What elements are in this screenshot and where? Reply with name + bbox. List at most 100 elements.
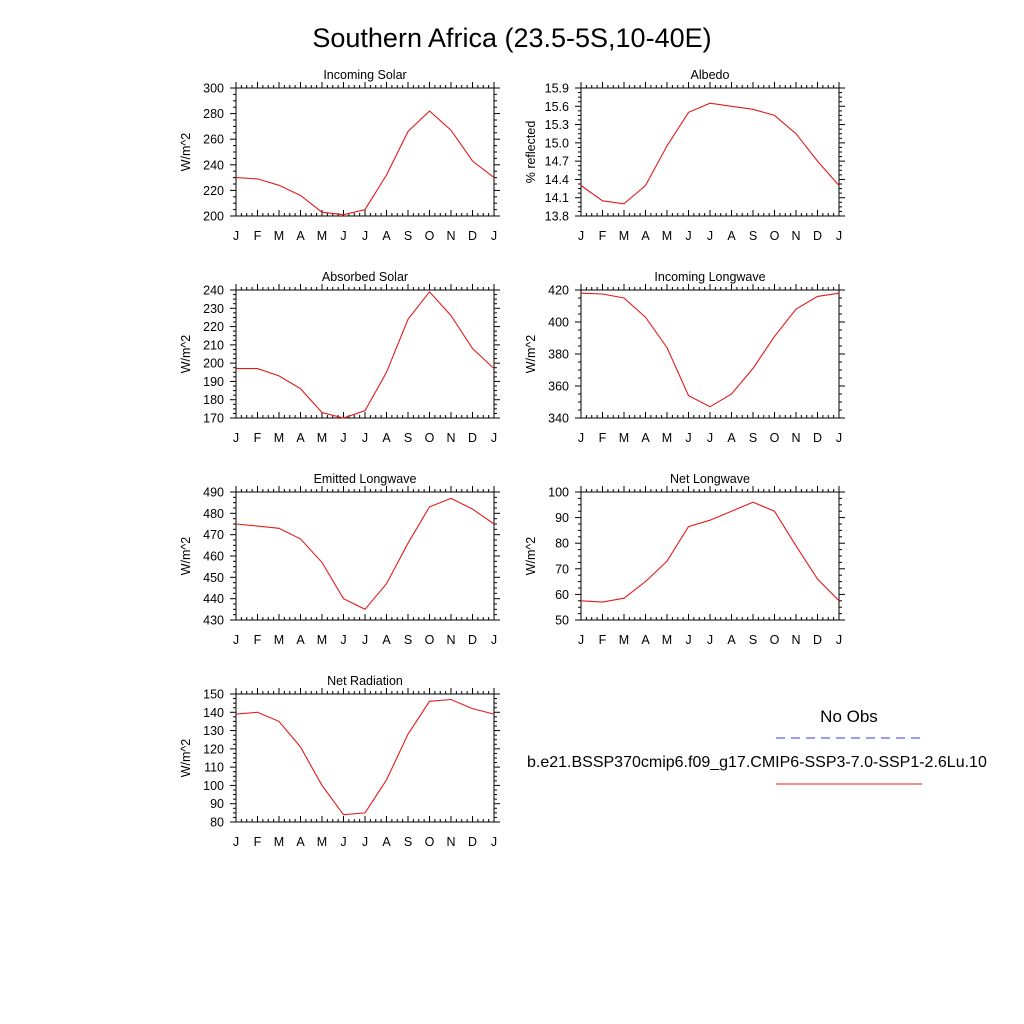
- x-tick-label: J: [362, 431, 368, 445]
- y-tick-label: 13.8: [545, 210, 569, 224]
- x-tick-label: J: [707, 633, 713, 647]
- x-tick-label: D: [468, 229, 477, 243]
- x-tick-label: N: [791, 229, 800, 243]
- legend: No Obs b.e21.BSSP370cmip6.f09_g17.CMIP6-…: [527, 707, 987, 785]
- x-tick-label: A: [296, 633, 305, 647]
- x-tick-label: J: [836, 431, 842, 445]
- y-tick-label: 420: [548, 284, 569, 298]
- x-tick-label: J: [491, 835, 497, 849]
- y-tick-label: 100: [203, 779, 224, 793]
- x-tick-label: D: [813, 229, 822, 243]
- y-tick-label: 14.7: [545, 155, 569, 169]
- x-tick-label: N: [446, 633, 455, 647]
- x-tick-label: A: [296, 835, 305, 849]
- x-tick-label: A: [727, 431, 736, 445]
- x-tick-label: O: [425, 431, 435, 445]
- y-tick-label: 80: [555, 537, 569, 551]
- x-tick-label: A: [641, 431, 650, 445]
- y-tick-label: 14.4: [545, 173, 569, 187]
- y-tick-label: 200: [203, 357, 224, 371]
- x-tick-label: A: [641, 229, 650, 243]
- x-tick-label: M: [317, 835, 327, 849]
- series-line: [235, 110, 495, 216]
- y-tick-label: 90: [210, 797, 224, 811]
- y-tick-label: 60: [555, 588, 569, 602]
- plot-frame: [235, 693, 495, 823]
- x-tick-label: J: [578, 229, 584, 243]
- x-tick-label: A: [382, 431, 391, 445]
- x-tick-label: J: [685, 431, 691, 445]
- series-line: [580, 501, 840, 603]
- x-tick-label: S: [404, 633, 412, 647]
- y-tick-label: 120: [203, 742, 224, 756]
- x-tick-label: J: [233, 835, 239, 849]
- x-tick-label: A: [382, 633, 391, 647]
- x-tick-label: F: [254, 633, 262, 647]
- y-tick-label: 490: [203, 486, 224, 500]
- y-tick-label: 110: [204, 761, 224, 775]
- y-tick-label: 130: [203, 724, 224, 738]
- x-tick-label: J: [362, 229, 368, 243]
- figure-title: Southern Africa (23.5-5S,10-40E): [312, 23, 711, 53]
- x-tick-label: D: [813, 431, 822, 445]
- plot-frame: [580, 491, 840, 621]
- y-tick-label: 300: [203, 82, 224, 96]
- x-tick-label: F: [599, 633, 607, 647]
- x-tick-label: F: [599, 431, 607, 445]
- y-axis-label: W/m^2: [524, 335, 538, 374]
- x-tick-label: N: [446, 229, 455, 243]
- y-axis-label: W/m^2: [179, 537, 193, 576]
- y-tick-label: 50: [555, 614, 569, 628]
- y-tick-label: 14.1: [545, 191, 569, 205]
- x-tick-label: J: [340, 431, 346, 445]
- legend-model-label: b.e21.BSSP370cmip6.f09_g17.CMIP6-SSP3-7.…: [527, 754, 987, 771]
- y-tick-label: 200: [203, 210, 224, 224]
- x-tick-label: M: [619, 431, 629, 445]
- y-tick-label: 140: [203, 706, 224, 720]
- x-tick-label: M: [317, 229, 327, 243]
- x-tick-label: J: [578, 431, 584, 445]
- y-tick-label: 100: [548, 486, 569, 500]
- y-tick-label: 360: [548, 380, 569, 394]
- x-tick-label: M: [274, 633, 284, 647]
- x-tick-label: S: [749, 633, 757, 647]
- x-tick-label: M: [619, 633, 629, 647]
- plot-frame: [235, 491, 495, 621]
- x-tick-label: S: [404, 229, 412, 243]
- x-tick-label: A: [296, 229, 305, 243]
- y-axis-label: W/m^2: [179, 133, 193, 172]
- x-tick-label: M: [662, 431, 672, 445]
- y-tick-label: 190: [203, 375, 224, 389]
- x-tick-label: J: [707, 229, 713, 243]
- x-tick-label: O: [770, 633, 780, 647]
- x-tick-label: A: [727, 633, 736, 647]
- x-tick-label: A: [382, 835, 391, 849]
- panel-title: Absorbed Solar: [322, 270, 408, 284]
- x-tick-label: J: [707, 431, 713, 445]
- y-tick-label: 260: [203, 133, 224, 147]
- x-tick-label: O: [425, 633, 435, 647]
- x-tick-label: J: [491, 431, 497, 445]
- x-tick-label: M: [317, 431, 327, 445]
- y-tick-label: 430: [203, 614, 224, 628]
- plot-frame: [580, 87, 840, 217]
- y-tick-label: 380: [548, 348, 569, 362]
- y-tick-label: 220: [203, 320, 224, 334]
- x-tick-label: F: [599, 229, 607, 243]
- x-tick-label: D: [468, 633, 477, 647]
- panel-title: Emitted Longwave: [314, 472, 417, 486]
- x-tick-label: M: [274, 835, 284, 849]
- x-tick-label: D: [468, 431, 477, 445]
- x-tick-label: M: [317, 633, 327, 647]
- x-tick-label: J: [362, 835, 368, 849]
- y-tick-label: 210: [203, 338, 224, 352]
- x-tick-label: J: [491, 229, 497, 243]
- y-tick-label: 230: [203, 302, 224, 316]
- x-tick-label: J: [685, 633, 691, 647]
- y-tick-label: 90: [555, 511, 569, 525]
